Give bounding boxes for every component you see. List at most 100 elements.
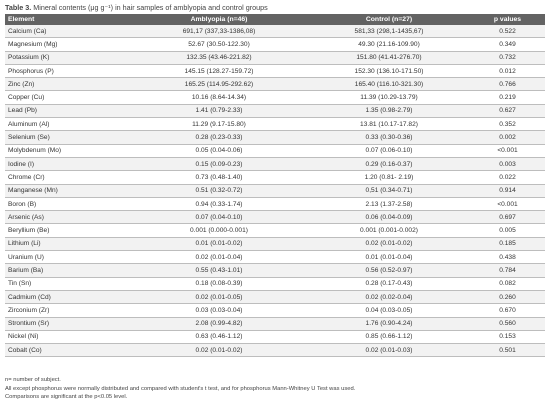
table-row: Calcium (Ca) 691,17 (337,33-1386,08) 581,3… bbox=[5, 25, 545, 39]
cell-p-value: 0.005 bbox=[470, 223, 545, 238]
cell-p-value: 0.153 bbox=[470, 330, 545, 345]
table-row: Zirconium (Zr) 0.03 (0.03-0.04) 0.04 (0.03… bbox=[5, 303, 545, 318]
cell-amblyopia: 0.15 (0.09-0.23) bbox=[130, 157, 308, 172]
cell-element: Zirconium (Zr) bbox=[5, 303, 130, 318]
cell-amblyopia: 0.73 (0.48-1.40) bbox=[130, 170, 308, 185]
cell-p-value: 0.349 bbox=[470, 37, 545, 52]
table-row: Uranium (U) 0.02 (0.01-0.04) 0.01 (0.01-0.… bbox=[5, 250, 545, 265]
table-row: Lithium (Li) 0.01 (0.01-0.02) 0.02 (0.01-0… bbox=[5, 237, 545, 252]
cell-control: 11.39 (10.29-13.79) bbox=[308, 90, 470, 105]
cell-element: Magnesium (Mg) bbox=[5, 37, 130, 52]
table-header: Element Amblyopia (n=46) Control (n=27) … bbox=[5, 14, 545, 25]
cell-element: Manganese (Mn) bbox=[5, 184, 130, 198]
table-row: Nickel (Ni) 0.63 (0.46-1.12) 0.85 (0.66-1.… bbox=[5, 330, 545, 345]
table-row: Cobalt (Co) 0.02 (0.01-0.02) 0.02 (0.01-0.… bbox=[5, 343, 545, 358]
cell-amblyopia: 2.08 (0.99-4.82) bbox=[130, 317, 308, 331]
cell-amblyopia: 0.07 (0.04-0.10) bbox=[130, 210, 308, 225]
cell-p-value: 0.697 bbox=[470, 210, 545, 225]
cell-p-value: 0.670 bbox=[470, 303, 545, 318]
cell-control: 0.28 (0.17-0.43) bbox=[308, 277, 470, 291]
cell-amblyopia: 145.15 (128.27-159.72) bbox=[130, 64, 308, 79]
cell-control: 152.30 (136.10-171.50) bbox=[308, 64, 470, 79]
cell-element: Molybdenum (Mo) bbox=[5, 144, 130, 158]
table-row: Zinc (Zn) 165.25 (114.95-292.62) 165.40 (1… bbox=[5, 77, 545, 92]
cell-amblyopia: 0.18 (0.08-0.39) bbox=[130, 277, 308, 291]
mineral-table: Element Amblyopia (n=46) Control (n=27) … bbox=[5, 14, 545, 358]
cell-p-value: 0.003 bbox=[470, 157, 545, 172]
cell-amblyopia: 0.55 (0.43-1.01) bbox=[130, 263, 308, 278]
cell-element: Zinc (Zn) bbox=[5, 77, 130, 92]
cell-control: 13.81 (10.17-17.82) bbox=[308, 117, 470, 132]
header-amblyopia: Amblyopia (n=46) bbox=[130, 14, 308, 25]
cell-control: 1.35 (0.98-2.79) bbox=[308, 104, 470, 119]
table-row: Copper (Cu) 10.16 (8.64-14.34) 11.39 (10.2… bbox=[5, 90, 545, 105]
cell-p-value: 0.260 bbox=[470, 290, 545, 305]
cell-element: Chrome (Cr) bbox=[5, 170, 130, 185]
cell-element: Nickel (Ni) bbox=[5, 330, 130, 345]
cell-p-value: 0.082 bbox=[470, 277, 545, 291]
cell-p-value: 0.784 bbox=[470, 263, 545, 278]
table-row: Molybdenum (Mo) 0.05 (0.04-0.06) 0.07 (0.0… bbox=[5, 144, 545, 158]
cell-control: 0.33 (0.30-0.36) bbox=[308, 130, 470, 145]
table-row: Strontium (Sr) 2.08 (0.99-4.82) 1.76 (0.90… bbox=[5, 317, 545, 331]
cell-control: 2.13 (1.37-2.58) bbox=[308, 197, 470, 212]
cell-amblyopia: 691,17 (337,33-1386,08) bbox=[130, 25, 308, 39]
cell-element: Lead (Pb) bbox=[5, 104, 130, 119]
table-body: Calcium (Ca) 691,17 (337,33-1386,08) 581,3… bbox=[5, 25, 545, 358]
cell-p-value: 0.022 bbox=[470, 170, 545, 185]
cell-amblyopia: 0.05 (0.04-0.06) bbox=[130, 144, 308, 158]
table-row: Selenium (Se) 0.28 (0.23-0.33) 0.33 (0.30-… bbox=[5, 130, 545, 145]
cell-element: Cadmium (Cd) bbox=[5, 290, 130, 305]
header-control: Control (n=27) bbox=[308, 14, 470, 25]
cell-element: Aluminum (Al) bbox=[5, 117, 130, 132]
cell-control: 0.29 (0.16-0.37) bbox=[308, 157, 470, 172]
cell-element: Tin (Sn) bbox=[5, 277, 130, 291]
cell-element: Uranium (U) bbox=[5, 250, 130, 265]
table-row: Aluminum (Al) 11.29 (9.17-15.80) 13.81 (10… bbox=[5, 117, 545, 132]
cell-element: Arsenic (As) bbox=[5, 210, 130, 225]
header-element: Element bbox=[5, 14, 130, 25]
cell-p-value: 0.627 bbox=[470, 104, 545, 119]
cell-amblyopia: 0.001 (0.000-0.001) bbox=[130, 223, 308, 238]
cell-p-value: 0.560 bbox=[470, 317, 545, 331]
table-row: Magnesium (Mg) 52.67 (30.50-122.30) 49.30 … bbox=[5, 37, 545, 52]
note-n-definition: n= number of subject. bbox=[5, 377, 61, 383]
cell-p-value: 0.914 bbox=[470, 184, 545, 198]
cell-control: 1.20 (0.81- 2.19) bbox=[308, 170, 470, 185]
cell-element: Beryllium (Be) bbox=[5, 223, 130, 238]
cell-control: 0,51 (0.34-0.71) bbox=[308, 184, 470, 198]
cell-element: Phosphorus (P) bbox=[5, 64, 130, 79]
table-row: Manganese (Mn) 0.51 (0.32-0.72) 0,51 (0.34… bbox=[5, 184, 545, 198]
cell-element: Copper (Cu) bbox=[5, 90, 130, 105]
cell-amblyopia: 1.41 (0.79-2.33) bbox=[130, 104, 308, 119]
table-row: Iodine (I) 0.15 (0.09-0.23) 0.29 (0.16-0.3… bbox=[5, 157, 545, 172]
cell-p-value: <0.001 bbox=[470, 144, 545, 158]
cell-element: Calcium (Ca) bbox=[5, 25, 130, 39]
cell-p-value: 0.438 bbox=[470, 250, 545, 265]
cell-amblyopia: 10.16 (8.64-14.34) bbox=[130, 90, 308, 105]
cell-p-value: 0.732 bbox=[470, 51, 545, 65]
cell-amblyopia: 0.63 (0.46-1.12) bbox=[130, 330, 308, 345]
cell-control: 0.06 (0.04-0.09) bbox=[308, 210, 470, 225]
cell-control: 0.56 (0.52-0.97) bbox=[308, 263, 470, 278]
cell-amblyopia: 0.03 (0.03-0.04) bbox=[130, 303, 308, 318]
table-row: Lead (Pb) 1.41 (0.79-2.33) 1.35 (0.98-2.79… bbox=[5, 104, 545, 119]
cell-control: 0.07 (0.06-0.10) bbox=[308, 144, 470, 158]
cell-control: 0.01 (0.01-0.04) bbox=[308, 250, 470, 265]
table-row: Beryllium (Be) 0.001 (0.000-0.001) 0.001 (… bbox=[5, 223, 545, 238]
cell-amblyopia: 0.02 (0.01-0.04) bbox=[130, 250, 308, 265]
cell-element: Selenium (Se) bbox=[5, 130, 130, 145]
cell-p-value: 0.012 bbox=[470, 64, 545, 79]
header-p-values: p values bbox=[470, 14, 545, 25]
cell-p-value: 0.002 bbox=[470, 130, 545, 145]
table-row: Barium (Ba) 0.55 (0.43-1.01) 0.56 (0.52-0.… bbox=[5, 263, 545, 278]
cell-element: Cobalt (Co) bbox=[5, 343, 130, 358]
cell-control: 165.40 (116.10-321.30) bbox=[308, 77, 470, 92]
caption-label: Table 3. bbox=[5, 3, 32, 12]
cell-p-value: 0.766 bbox=[470, 77, 545, 92]
cell-element: Strontium (Sr) bbox=[5, 317, 130, 331]
header-row: Element Amblyopia (n=46) Control (n=27) … bbox=[5, 14, 545, 25]
cell-p-value: 0.352 bbox=[470, 117, 545, 132]
cell-p-value: 0.522 bbox=[470, 25, 545, 39]
cell-amblyopia: 52.67 (30.50-122.30) bbox=[130, 37, 308, 52]
